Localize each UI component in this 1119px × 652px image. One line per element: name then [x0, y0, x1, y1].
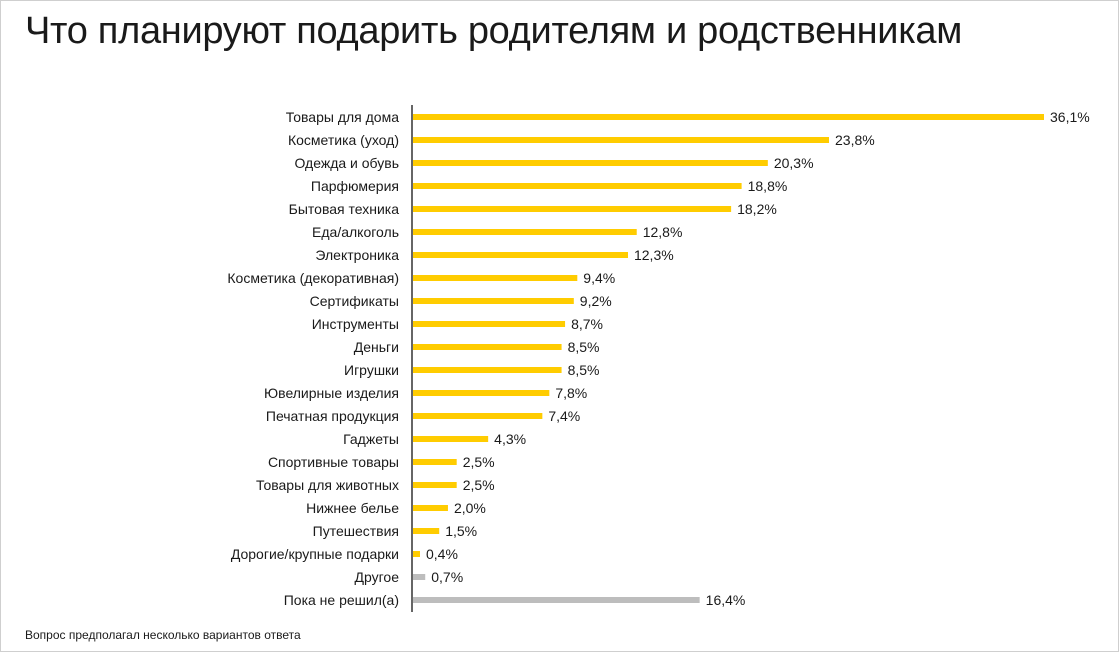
category-label-row-4: Парфюмерия: [311, 178, 399, 194]
category-label-row-17: Товары для животных: [256, 477, 399, 493]
category-label-row-18: Нижнее белье: [306, 500, 399, 516]
category-label-row-9: Сертификаты: [310, 293, 399, 309]
value-label-row-17: 2,5%: [463, 477, 495, 493]
bar-row-13: [413, 390, 550, 396]
bar-row-15: [413, 436, 489, 442]
value-label-row-11: 8,5%: [568, 339, 600, 355]
category-label-row-14: Печатная продукция: [266, 408, 399, 424]
value-label-row-12: 8,5%: [568, 362, 600, 378]
value-label-row-2: 23,8%: [835, 132, 875, 148]
bar-row-12: [413, 367, 562, 373]
category-label-row-10: Инструменты: [312, 316, 399, 332]
value-label-row-21: 0,7%: [431, 569, 463, 585]
footnote: Вопрос предполагал несколько вариантов о…: [25, 628, 301, 642]
category-label-row-12: Игрушки: [344, 362, 399, 378]
bar-row-18: [413, 505, 448, 511]
category-label-row-15: Гаджеты: [343, 431, 399, 447]
value-label-row-18: 2,0%: [454, 500, 486, 516]
category-label-row-1: Товары для дома: [286, 109, 399, 125]
category-label-row-3: Одежда и обувь: [294, 155, 399, 171]
bar-row-19: [413, 528, 440, 534]
value-label-row-5: 18,2%: [737, 201, 777, 217]
bar-row-5: [413, 206, 732, 212]
value-label-row-22: 16,4%: [706, 592, 746, 608]
category-label-row-16: Спортивные товары: [268, 454, 399, 470]
chart-title: Что планируют подарить родителям и родст…: [25, 10, 963, 52]
value-label-row-16: 2,5%: [463, 454, 495, 470]
bar-row-6: [413, 229, 637, 235]
value-label-row-6: 12,8%: [643, 224, 683, 240]
category-label-row-20: Дорогие/крупные подарки: [231, 546, 399, 562]
value-label-row-7: 12,3%: [634, 247, 674, 263]
bar-row-4: [413, 183, 742, 189]
value-label-row-4: 18,8%: [748, 178, 788, 194]
category-label-row-7: Электроника: [315, 247, 399, 263]
category-label-row-6: Еда/алкоголь: [312, 224, 399, 240]
value-label-row-1: 36,1%: [1050, 109, 1090, 125]
value-label-row-19: 1,5%: [445, 523, 477, 539]
value-label-row-10: 8,7%: [571, 316, 603, 332]
bar-row-2: [413, 137, 830, 143]
bar-row-1: [413, 114, 1044, 120]
value-label-row-9: 9,2%: [580, 293, 612, 309]
category-label-row-22: Пока не решил(а): [284, 592, 399, 608]
bar-row-16: [413, 459, 457, 465]
category-label-row-21: Другое: [355, 569, 400, 585]
value-label-row-13: 7,8%: [555, 385, 587, 401]
value-label-row-3: 20,3%: [774, 155, 814, 171]
bar-row-7: [413, 252, 628, 258]
bar-row-11: [413, 344, 562, 350]
category-label-row-5: Бытовая техника: [289, 201, 400, 217]
value-label-row-15: 4,3%: [494, 431, 526, 447]
category-label-row-2: Косметика (уход): [288, 132, 399, 148]
bar-row-14: [413, 413, 543, 419]
bar-row-21: [413, 574, 426, 580]
bar-row-22: [413, 597, 700, 603]
bar-row-17: [413, 482, 457, 488]
category-label-row-8: Косметика (декоративная): [227, 270, 399, 286]
bar-row-10: [413, 321, 566, 327]
value-label-row-8: 9,4%: [583, 270, 615, 286]
value-label-row-20: 0,4%: [426, 546, 458, 562]
category-label-row-13: Ювелирные изделия: [264, 385, 399, 401]
bar-row-9: [413, 298, 574, 304]
category-label-row-19: Путешествия: [313, 523, 399, 539]
bar-row-8: [413, 275, 578, 281]
bar-row-3: [413, 160, 768, 166]
value-label-row-14: 7,4%: [548, 408, 580, 424]
bar-row-20: [413, 551, 420, 557]
category-label-row-11: Деньги: [354, 339, 399, 355]
